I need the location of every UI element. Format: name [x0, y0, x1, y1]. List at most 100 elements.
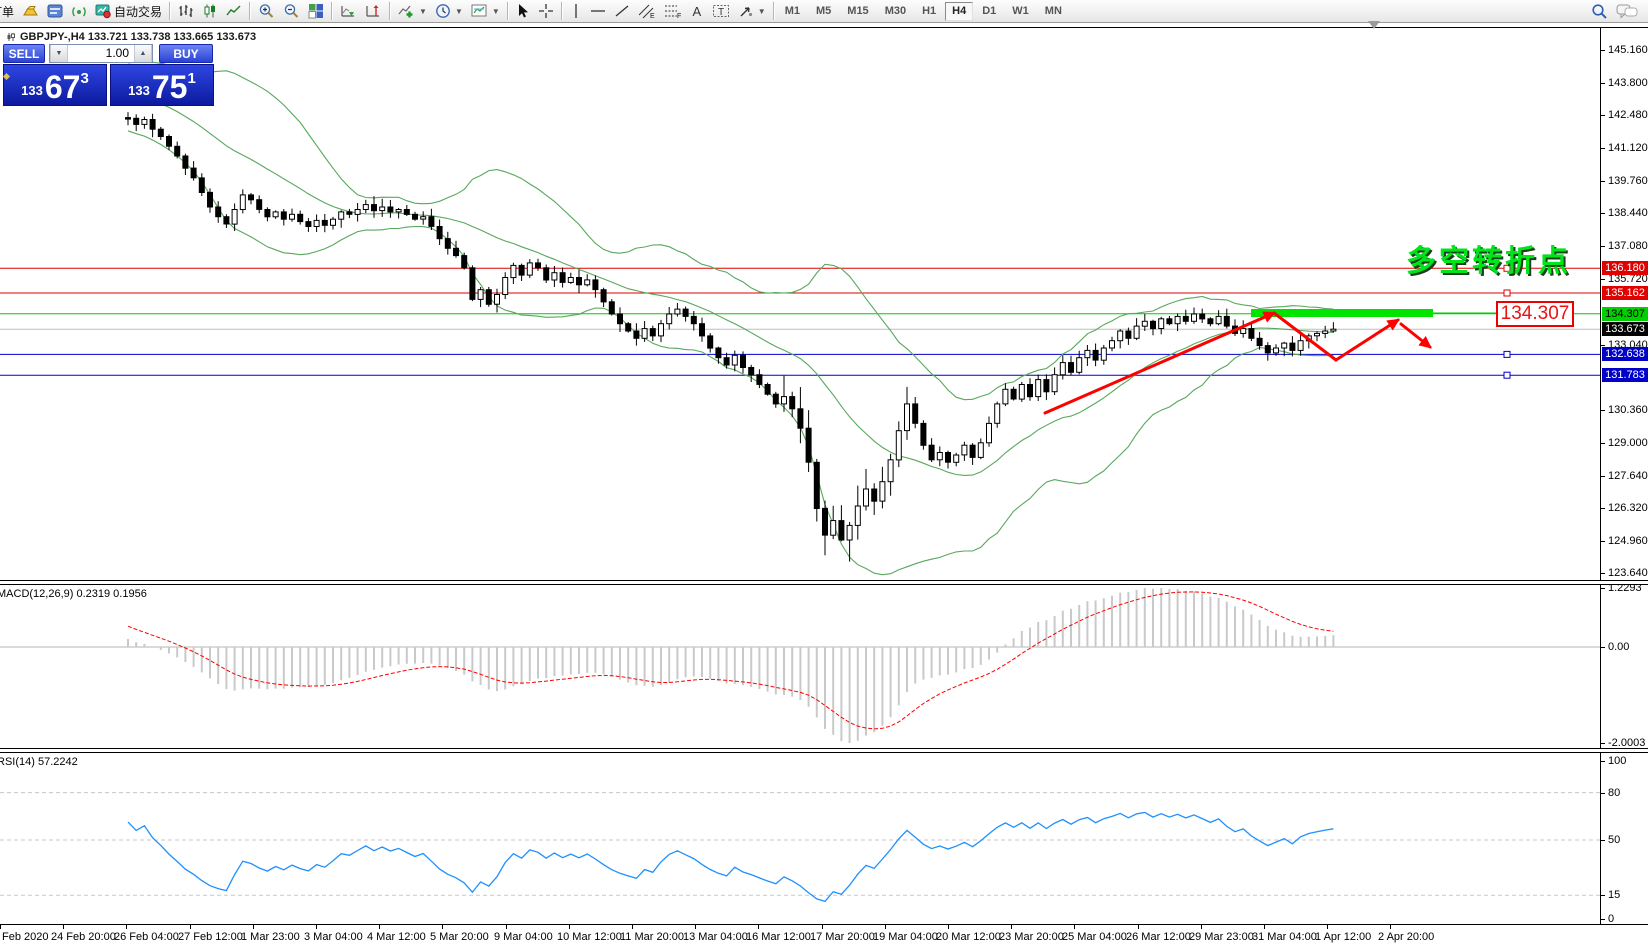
tile-windows-icon	[308, 4, 324, 19]
autotrading-button[interactable]: 自动交易	[91, 1, 166, 21]
gold-ingot-icon-button[interactable]	[18, 1, 43, 21]
macd-chart[interactable]	[0, 585, 1600, 748]
time-axis[interactable]: Feb 2020 24 Feb 20:00 26 Feb 04:00 27 Feb 1…	[0, 924, 1648, 944]
time-axis-label: 19 Mar 04:00	[873, 931, 938, 943]
timeframe-button-m15[interactable]: M15	[847, 4, 869, 17]
buy-price-prefix: 133	[128, 83, 150, 98]
timeframe-button-w1[interactable]: W1	[1012, 4, 1029, 17]
chart-title-icon	[7, 33, 15, 41]
buy-price-sup: 1	[187, 70, 196, 87]
add-indicator-icon	[398, 5, 413, 18]
time-axis-tick	[0, 925, 1, 929]
sell-button[interactable]: SELL	[3, 44, 45, 63]
svg-text:A: A	[692, 4, 701, 19]
rsi-indicator-label: RSI(14) 57.2242	[0, 756, 78, 768]
chart-shift-icon	[366, 5, 380, 17]
sell-price-big: 67	[44, 69, 81, 105]
rsi-axis-label: 50	[1608, 834, 1621, 846]
time-axis-label: 24 Feb 20:00	[51, 931, 116, 943]
time-axis-label: 1 Apr 12:00	[1315, 931, 1372, 943]
community-chat-icon[interactable]	[1616, 3, 1638, 20]
volume-increase-button[interactable]: ▲	[134, 45, 152, 62]
price-axis-tick	[1601, 475, 1605, 477]
timeframe-button-h4[interactable]: H4	[945, 1, 974, 21]
signals-button[interactable]	[67, 1, 91, 21]
pane-divider[interactable]	[0, 580, 1648, 585]
periods-button[interactable]: ▼	[431, 1, 467, 21]
candlestick-chart-button[interactable]	[198, 1, 222, 21]
clock-icon	[436, 4, 450, 18]
trendline-tool-button[interactable]	[610, 1, 634, 21]
cursor-tool-button[interactable]	[512, 1, 534, 21]
timeframe-button-m5[interactable]: M5	[816, 4, 832, 17]
zoom-in-button[interactable]	[254, 1, 279, 21]
macd-indicator-label: MACD(12,26,9) 0.2319 0.1956	[0, 588, 147, 600]
price-axis-label: 142.480	[1608, 109, 1648, 122]
auto-scroll-button[interactable]	[336, 1, 361, 21]
channel-tool-button[interactable]: E	[634, 1, 660, 21]
sell-price-sup: 3	[80, 70, 89, 87]
new-order-label: 订单	[0, 4, 15, 19]
time-axis-label: 29 Mar 23:00	[1189, 931, 1254, 943]
market-watch-button[interactable]	[43, 1, 67, 21]
buy-price-display[interactable]: 133 75 1	[110, 64, 214, 106]
price-axis[interactable]: 145.160 143.800 142.480 141.120 139.760 138.4…	[1600, 28, 1648, 925]
chart-shift-button[interactable]	[361, 1, 386, 21]
line-chart-button[interactable]	[222, 1, 246, 21]
price-axis-tick	[1601, 409, 1605, 411]
indicators-button[interactable]: ▼	[394, 1, 431, 21]
price-chart[interactable]	[0, 28, 1600, 580]
text-tool-button[interactable]: A	[686, 1, 708, 21]
buy-button[interactable]: BUY	[159, 44, 213, 63]
price-flag-annotation[interactable]: 134.307	[1496, 301, 1574, 327]
arrows-tool-button[interactable]: ▼	[734, 1, 770, 21]
autotrading-label: 自动交易	[114, 4, 163, 19]
buy-price-big: 75	[151, 69, 188, 105]
toolbar-separator	[169, 2, 172, 20]
price-axis-label: 124.960	[1608, 535, 1648, 547]
chevron-down-icon: ▼	[491, 6, 500, 16]
price-axis-label: 135.720	[1608, 273, 1648, 286]
vertical-line-tool-button[interactable]	[566, 1, 586, 21]
price-axis-tick	[1601, 246, 1605, 248]
crosshair-tool-button[interactable]	[534, 1, 558, 21]
price-badge-red: 135.162	[1602, 286, 1648, 301]
volume-value[interactable]: 1.00	[105, 46, 129, 60]
volume-stepper: ▼ 1.00 ▲	[49, 44, 153, 63]
timeframe-button-m1[interactable]: M1	[784, 4, 800, 17]
fibonacci-tool-button[interactable]: F	[660, 1, 686, 21]
turning-point-annotation[interactable]: 多空转折点	[1406, 245, 1571, 278]
macd-axis-tick	[1601, 587, 1605, 589]
time-axis-label: 26 Mar 12:00	[1126, 931, 1191, 943]
zoom-out-button[interactable]	[279, 1, 304, 21]
templates-button[interactable]: ▼	[467, 1, 504, 21]
timeframe-button-m30[interactable]: M30	[884, 4, 907, 17]
tile-windows-button[interactable]	[304, 1, 328, 21]
text-label-tool-button[interactable]: T	[708, 1, 734, 21]
price-axis-label: 145.160	[1608, 44, 1648, 56]
templates-icon	[471, 4, 487, 17]
toolbar-right-group	[1591, 3, 1648, 20]
search-icon[interactable]	[1591, 3, 1608, 20]
svg-text:E: E	[650, 13, 655, 19]
main-toolbar: 订单 自动交易 ▼ ▼	[0, 0, 1648, 23]
price-axis-label: 137.080	[1608, 240, 1648, 253]
candlestick-icon	[204, 4, 216, 18]
timeframe-button-mn[interactable]: MN	[1044, 4, 1062, 17]
svg-text:T: T	[718, 7, 724, 18]
bar-chart-button[interactable]	[174, 1, 198, 21]
sell-price-display[interactable]: 133 67 3	[3, 64, 107, 106]
rsi-axis-label: 0	[1608, 913, 1615, 925]
pane-divider[interactable]	[0, 748, 1648, 753]
chart-shift-marker-icon[interactable]	[1368, 21, 1380, 29]
rsi-chart[interactable]	[0, 753, 1600, 924]
price-axis-label: 126.320	[1608, 501, 1648, 514]
rsi-axis-tick	[1601, 919, 1605, 920]
timeframe-button-h1[interactable]: H1	[922, 4, 937, 17]
volume-decrease-button[interactable]: ▼	[50, 45, 68, 62]
horizontal-line-tool-button[interactable]	[586, 1, 610, 21]
time-axis-tick	[1390, 925, 1391, 929]
timeframe-button-d1[interactable]: D1	[982, 4, 997, 17]
new-order-button[interactable]: 订单	[0, 1, 18, 21]
trendline-icon	[615, 5, 629, 17]
